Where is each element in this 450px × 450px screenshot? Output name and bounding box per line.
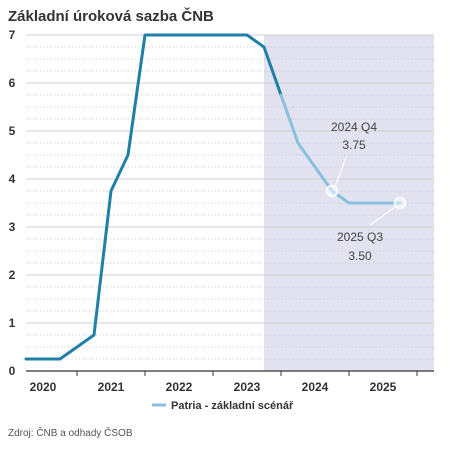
annotation-label: 2025 Q3 — [337, 230, 383, 244]
x-tick-label: 2025 — [370, 380, 397, 394]
y-tick-label: 5 — [9, 124, 16, 138]
plot-area: 0 1 2 3 4 5 6 7 2020 2021 2022 2023 2024 2025 2024 Q4 3… — [9, 28, 434, 394]
y-tick-label: 7 — [9, 28, 16, 42]
y-tick-label: 2 — [9, 268, 16, 282]
x-tick-label: 2023 — [234, 380, 261, 394]
annotation-value: 3.50 — [348, 249, 372, 263]
chart-title: Základní úroková sazba ČNB — [8, 7, 214, 25]
y-tick-label: 4 — [9, 172, 16, 186]
legend: Patria - základní scénář — [152, 400, 294, 412]
x-tick-label: 2021 — [98, 380, 125, 394]
source-note: Zdroj: ČNB a odhady ČSOB — [8, 426, 133, 439]
annotation-value: 3.75 — [342, 138, 366, 152]
series-line-forecast — [279, 93, 402, 205]
annotation-label: 2024 Q4 — [331, 120, 377, 134]
x-tick-label: 2020 — [30, 380, 57, 394]
x-tick-label: 2024 — [302, 380, 329, 394]
annotation-leader — [334, 156, 347, 188]
annotation-leader — [369, 205, 397, 226]
legend-label: Patria - základní scénář — [171, 400, 294, 412]
y-tick-label: 0 — [9, 364, 16, 378]
annotation-marker — [325, 184, 339, 198]
y-tick-label: 6 — [9, 76, 16, 90]
annotation-marker — [393, 196, 407, 210]
x-tick-label: 2022 — [166, 380, 193, 394]
y-tick-label: 1 — [9, 316, 16, 330]
series-line-history — [24, 33, 283, 361]
y-tick-label: 3 — [9, 220, 16, 234]
